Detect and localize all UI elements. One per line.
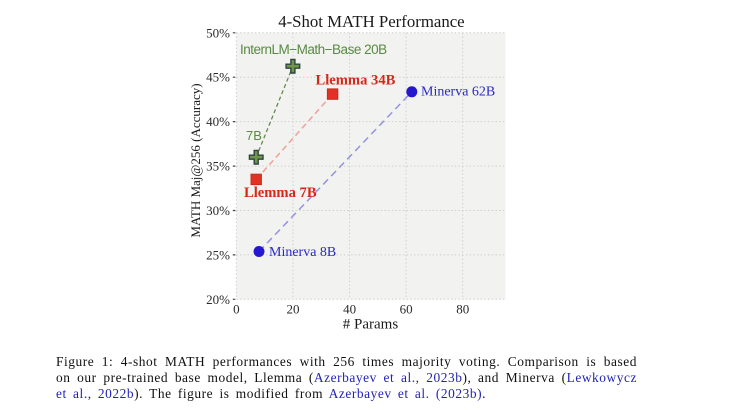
svg-text:Llemma 7B: Llemma 7B <box>244 185 317 201</box>
svg-text:60: 60 <box>400 302 413 317</box>
svg-text:0: 0 <box>233 302 240 317</box>
svg-text:Llemma 34B: Llemma 34B <box>316 73 396 89</box>
svg-text:80: 80 <box>456 302 469 317</box>
svg-text:40%: 40% <box>206 114 230 129</box>
svg-text:45%: 45% <box>206 70 230 85</box>
svg-text:35%: 35% <box>206 159 230 174</box>
svg-text:30%: 30% <box>206 203 230 218</box>
svg-text:Minerva 62B: Minerva 62B <box>421 85 495 100</box>
svg-text:40: 40 <box>343 302 356 317</box>
svg-text:25%: 25% <box>206 247 230 262</box>
svg-text:20: 20 <box>287 302 300 317</box>
svg-text:7B: 7B <box>246 128 262 143</box>
svg-text:4-Shot MATH Performance: 4-Shot MATH Performance <box>278 12 464 31</box>
svg-text:MATH Maj@256 (Accuracy): MATH Maj@256 (Accuracy) <box>188 83 203 237</box>
svg-text:Minerva 8B: Minerva 8B <box>269 245 336 260</box>
svg-text:# Params: # Params <box>343 316 399 332</box>
svg-text:InternLM−Math−Base 20B: InternLM−Math−Base 20B <box>240 42 387 57</box>
svg-text:20%: 20% <box>206 292 230 307</box>
svg-text:50%: 50% <box>206 25 230 40</box>
